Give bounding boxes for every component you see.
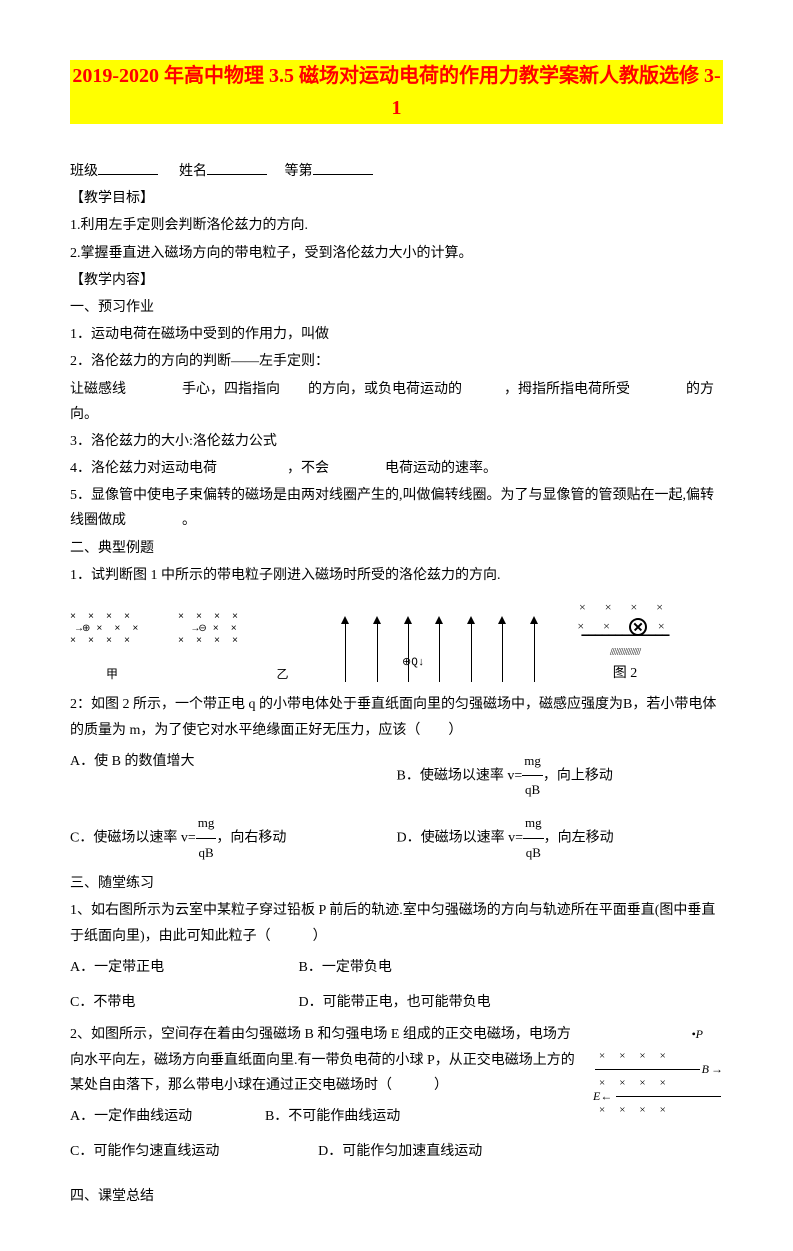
preview-header: 一、预习作业	[70, 295, 723, 320]
pr1-options-1: A．一定带正电 B．一定带负电	[70, 953, 723, 984]
option-b: B．使磁场以速率 v=mgqB，向上移动	[397, 747, 724, 805]
arrow-up-icon	[502, 622, 503, 682]
example-1: 1．试判断图 1 中所示的带电粒子刚进入磁场时所受的洛伦兹力的方向.	[70, 563, 723, 588]
practice-header: 三、随堂练习	[70, 871, 723, 896]
option-d: D．使磁场以速率 v=mgqB，向左移动	[397, 809, 724, 867]
examples-header: 二、典型例题	[70, 536, 723, 561]
header-fields: 班级 姓名 等第	[70, 159, 723, 184]
pr2-option-d: D．可能作匀加速直线运动	[318, 1137, 723, 1168]
title-container: 2019-2020 年高中物理 3.5 磁场对运动电荷的作用力教学案新人教版选修…	[70, 60, 723, 144]
goal-2: 2.掌握垂直进入磁场方向的带电粒子，受到洛伦兹力大小的计算。	[70, 241, 723, 266]
label-p: P	[696, 1027, 703, 1041]
cross-row: ××××	[593, 1104, 723, 1116]
fraction: mgqB	[523, 809, 544, 867]
goal-1: 1.利用左手定则会判断洛伦兹力的方向.	[70, 213, 723, 238]
arrow-up-icon	[408, 622, 409, 682]
pr1-options-2: C．不带电 D．可能带正电，也可能带负电	[70, 988, 723, 1019]
label-jia: 甲	[106, 668, 118, 682]
figure-1-mid: ⊕Q↓	[330, 622, 550, 682]
fraction: mgqB	[522, 747, 543, 805]
class-blank	[98, 160, 158, 175]
preview-1: 1．运动电荷在磁场中受到的作用力，叫做	[70, 322, 723, 347]
b-field-row: B→	[593, 1062, 723, 1077]
charge-icon	[629, 618, 647, 636]
label-yi: 乙	[276, 668, 288, 682]
fraction: mgqB	[196, 809, 217, 867]
option-d-pre: D．使磁场以速率 v=	[397, 830, 524, 845]
arrow-up-icon	[534, 622, 535, 682]
option-c-pre: C．使磁场以速率 v=	[70, 830, 196, 845]
arrow-up-icon	[377, 622, 378, 682]
option-b-post: ，向上移动	[543, 768, 613, 783]
rank-label: 等第	[285, 164, 313, 179]
practice-1: 1、如右图所示为云室中某粒子穿过铅板 P 前后的轨迹.室中匀强磁场的方向与轨迹所…	[70, 898, 723, 948]
pr2-option-b: B．不可能作曲线运动	[265, 1102, 583, 1133]
option-a: A．使 B 的数值增大	[70, 747, 397, 805]
label-q: Q	[411, 657, 418, 669]
pr2-options-1: A．一定作曲线运动 B．不可能作曲线运动	[70, 1102, 583, 1133]
pr2-option-c: C．可能作匀速直线运动	[70, 1137, 318, 1168]
pr1-option-a: A．一定带正电	[70, 953, 299, 984]
option-c-post: ，向右移动	[216, 830, 286, 845]
options-row-2: C．使磁场以速率 v=mgqB，向右移动 D．使磁场以速率 v=mgqB，向左移…	[70, 809, 723, 867]
cross-row: × × × ×	[550, 598, 700, 617]
practice-2-figure: •P ×××× B→ ×××× E← ××××	[593, 1027, 723, 1116]
goals-header: 【教学目标】	[70, 186, 723, 211]
name-label: 姓名	[179, 164, 207, 179]
cross-row: × × ×	[550, 617, 700, 636]
preview-3: 3．洛伦兹力的大小:洛伦兹力公式	[70, 429, 723, 454]
document-title: 2019-2020 年高中物理 3.5 磁场对运动电荷的作用力教学案新人教版选修…	[70, 60, 723, 124]
summary-header: 四、课堂总结	[70, 1184, 723, 1209]
figure-2-label: 图 2	[550, 662, 700, 682]
class-label: 班级	[70, 164, 98, 179]
figure-2: × × × × × × × ▔▔▔▔▔▔▔▔▔▔▔▔▔/////////////…	[550, 598, 700, 682]
preview-4: 4．洛伦兹力对运动电荷 ，不会 电荷运动的速率。	[70, 456, 723, 481]
option-b-pre: B．使磁场以速率 v=	[397, 768, 523, 783]
content-header: 【教学内容】	[70, 268, 723, 293]
options-row-1: A．使 B 的数值增大 B．使磁场以速率 v=mgqB，向上移动	[70, 747, 723, 805]
pr2-option-a: A．一定作曲线运动	[70, 1102, 265, 1133]
cross-row: ××××	[593, 1077, 723, 1089]
example-2: 2：如图 2 所示，一个带正电 q 的小带电体处于垂直纸面向里的匀强磁场中，磁感…	[70, 692, 723, 742]
figure-1-left: × × × × × × × × →⊕ × × × →⊖ × × × × × × …	[70, 612, 330, 682]
figure-1-row: × × × × × × × × →⊕ × × × →⊖ × × × × × × …	[70, 598, 723, 682]
ground-icon: ▔▔▔▔▔▔▔▔▔▔▔▔▔/////////////////	[550, 636, 700, 658]
rank-blank	[313, 160, 373, 175]
preview-2b: 让磁感线 手心，四指指向 的方向，或负电荷运动的 ，拇指所指电荷所受 的方向。	[70, 377, 723, 427]
pr1-option-c: C．不带电	[70, 988, 299, 1019]
practice-2-block: •P ×××× B→ ×××× E← ×××× 2、如图所示，空间存在着由匀强磁…	[70, 1022, 723, 1171]
pr1-option-d: D．可能带正电，也可能带负电	[299, 988, 723, 1019]
cross-row: ××××	[593, 1050, 723, 1062]
arrow-up-icon	[471, 622, 472, 682]
pr1-option-b: B．一定带负电	[299, 953, 723, 984]
label-e: E	[593, 1089, 600, 1104]
document-page: 2019-2020 年高中物理 3.5 磁场对运动电荷的作用力教学案新人教版选修…	[0, 0, 793, 1251]
arrow-up-icon	[439, 622, 440, 682]
option-d-post: ，向左移动	[544, 830, 614, 845]
option-c: C．使磁场以速率 v=mgqB，向右移动	[70, 809, 397, 867]
arrow-up-icon	[345, 622, 346, 682]
preview-5: 5．显像管中使电子束偏转的磁场是由两对线圈产生的,叫做偏转线圈。为了与显像管的管…	[70, 483, 723, 533]
label-b: B	[702, 1062, 709, 1077]
pr2-options-2: C．可能作匀速直线运动 D．可能作匀加速直线运动	[70, 1137, 723, 1168]
e-field-row: E←	[593, 1089, 723, 1104]
name-blank	[207, 160, 267, 175]
preview-2: 2．洛伦兹力的方向的判断——左手定则：	[70, 349, 723, 374]
